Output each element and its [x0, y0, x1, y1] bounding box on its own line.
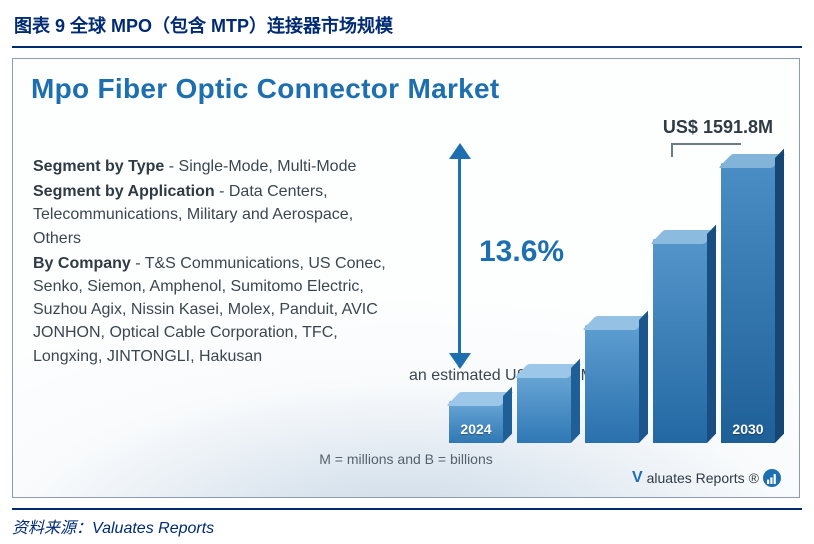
bar	[585, 325, 639, 443]
bar-year-label: 2024	[449, 421, 503, 437]
bar-group: 2024 2030	[449, 143, 779, 443]
brand-reg: ®	[749, 470, 759, 486]
segment-row: By Company - T&S Communications, US Cone…	[33, 252, 388, 368]
segment-row: Segment by Application - Data Centers, T…	[33, 180, 388, 250]
brand-bar-icon	[763, 469, 781, 487]
end-value-label: US$ 1591.8M	[663, 117, 773, 138]
brand-v: V	[632, 469, 643, 487]
source-line: 资料来源：Valuates Reports	[12, 514, 802, 538]
segments-block: Segment by Type - Single-Mode, Multi-Mod…	[33, 155, 388, 370]
chart-frame: Mpo Fiber Optic Connector Market Segment…	[12, 58, 800, 498]
chart-title: Mpo Fiber Optic Connector Market	[31, 73, 781, 105]
figure-header: 图表 9 全球 MPO（包含 MTP）连接器市场规模	[12, 8, 802, 48]
bar: 2024	[449, 401, 503, 443]
bar-year-label: 2030	[721, 421, 775, 437]
bar	[653, 239, 707, 443]
brand-badge: Valuates Reports®	[632, 469, 781, 487]
bar	[517, 373, 571, 443]
legend-note: M = millions and B = billions	[13, 451, 799, 467]
bar: 2030	[721, 163, 775, 443]
brand-text: aluates Reports	[647, 470, 745, 486]
segment-row: Segment by Type - Single-Mode, Multi-Mod…	[33, 155, 388, 178]
